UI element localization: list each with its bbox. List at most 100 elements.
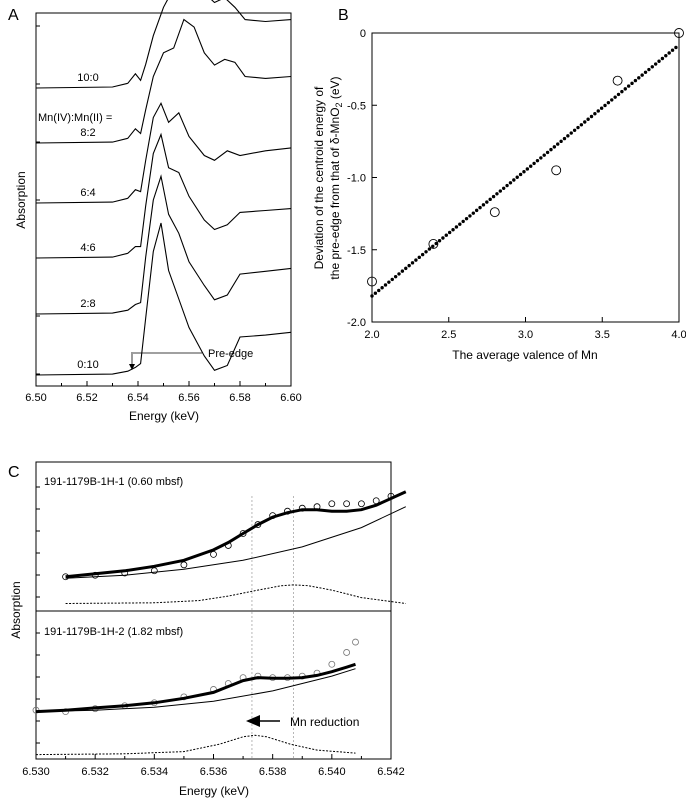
panel-b-fit-dot [552,145,557,149]
panel-b-fit-dot [556,142,560,146]
panel-c-top-data-point [358,500,365,508]
panel-b-fit-dot [417,255,421,260]
panel-b-ylabel-line2: the pre-edge from that of δ-MnO2 (eV) [328,76,344,279]
panel-b-fit-dot [390,277,394,282]
panel-a-series-label: 6:4 [80,187,95,199]
panel-b-fit-dot [458,222,462,226]
panel-c-top-fit-curve [65,490,407,579]
pre-edge-arrow-head [129,364,135,370]
panel-b-fit-dot [535,158,540,163]
panel-c: 6.530 6.532 6.534 6.536 6.538 6.540 6.542 191-… [9,461,407,798]
panel-b-fit-dot [420,252,425,257]
panel-b-fit-dot [616,92,621,97]
panel-b-xtick-label: 2.0 [364,329,379,341]
panel-a: 6.50 6.52 6.54 6.56 6.58 6.60 Mn(IV):Mn(II) =… [14,0,302,423]
panel-letter-b: B [338,7,349,24]
panel-b-fit-dot [572,128,577,132]
panel-b-fit-dot [569,131,573,135]
panel-c-xtick-label: 6.540 [318,766,346,778]
panel-b-fit-dot [464,216,469,221]
panel-b-fit-dot [620,89,624,94]
panel-b-fit-dot [488,197,492,202]
panel-letter-c: C [8,464,20,481]
panel-b-fit-dot [431,244,435,248]
panel-b-fit-dot [630,81,634,86]
panel-b-ytick-label: -0.5 [347,100,366,112]
panel-b-frame [371,32,680,323]
panel-b-fit-dot [518,172,523,177]
panel-c-ylabel: Absorption [9,581,23,638]
panel-b-point [367,276,377,287]
panel-b-fit-dot [414,258,418,262]
panel-b-fit-dot [370,294,374,298]
panel-b-fit-dot [437,239,442,243]
subpanel-bottom-label: 191-1179B-1H-2 (1.82 mbsf) [44,626,183,638]
panel-b-fit-dot [613,95,617,99]
panel-a-xtick-label: 6.54 [127,392,148,404]
panel-b-xlabel: The average valence of Mn [452,348,597,362]
panel-b-fit-dot [603,103,607,108]
panel-b-point [428,239,439,249]
panel-a-xtick-label: 6.60 [280,392,301,404]
panel-b-point [674,28,684,38]
panel-c-xtick-label: 6.534 [141,766,169,778]
panel-b-fit-dot [505,183,509,188]
panel-b-fit-dot [667,51,671,55]
panel-b-point [489,207,500,218]
panel-b-fit-dot [586,117,590,121]
panel-a-xtick-label: 6.52 [76,392,97,404]
panel-b-point [551,165,562,176]
panel-b-fit-dot [660,56,665,61]
panel-b-fit-dot [532,161,536,166]
pre-edge-label: Pre-edge [208,348,253,360]
panel-b-fit-dot [562,136,567,141]
panel-a-curve-8-2 [35,18,292,144]
mn-reduction-arrow-head [246,715,260,727]
panel-b-fit-dot [549,147,553,152]
panel-a-xtick-label: 6.58 [229,392,250,404]
panel-c-xtick-label: 6.542 [377,766,405,778]
panel-b-fit-dot [653,62,658,66]
panel-b-fit-dot [377,288,381,293]
ratio-header: Mn(IV):Mn(II) = [38,112,112,124]
panel-b-fit-dot [643,70,648,75]
panel-b-ylabel-line1: Deviation of the centroid energy of [312,86,326,269]
panel-a-series-label: 4:6 [80,242,95,254]
panel-b-fit-dot [427,247,432,251]
panel-c-top-data-point [343,500,351,508]
panel-b-fit-dot [529,164,533,168]
panel-b-fit-dot [640,73,644,77]
panel-a-ylabel: Absorption [14,171,28,228]
panel-b-ytick-label: -2.0 [347,317,366,329]
panel-c-top-gaussian-curve [65,584,406,604]
panel-b-fit-dot [522,170,526,174]
panel-b-fit-dot [579,123,584,127]
panel-b-fit-dot [664,54,668,58]
panel-b-fit-dot [495,192,499,196]
panel-b-fit-dot [599,106,604,110]
panel-b-ytick-label: 0 [360,28,366,40]
panel-c-bottom-data-point [328,660,336,668]
panel-b-ytick-label: -1.0 [347,173,366,185]
panel-b-fit-dot [593,112,597,116]
panel-b-fit-dot [657,59,661,63]
panel-b-fit-dot [434,241,438,246]
panel-c-xlabel: Energy (keV) [179,784,249,798]
panel-b-fit-dot [539,156,543,160]
panel-a-curve-4-6 [35,132,292,259]
panel-b-fit-dot [566,134,570,138]
panel-b-xtick-label: 4.0 [671,329,686,341]
panel-c-bottom-fit-curve [35,662,356,714]
panel-b-fit-dot [451,228,455,232]
panel-b-fit-dot [559,139,563,144]
panel-b-fit-dot [610,98,614,102]
panel-b-fit-dot [512,178,516,182]
panel-b-fit-dot [515,175,519,179]
panel-a-curve-10-0 [35,0,292,89]
panel-b-fit-dot [373,291,378,295]
panel-b-fit-dot [542,153,546,157]
panel-b-fit-dot [393,274,398,279]
panel-b-fit-dot [474,208,479,213]
panel-a-series-label: 8:2 [80,127,95,139]
panel-a-series-label: 10:0 [77,72,98,84]
